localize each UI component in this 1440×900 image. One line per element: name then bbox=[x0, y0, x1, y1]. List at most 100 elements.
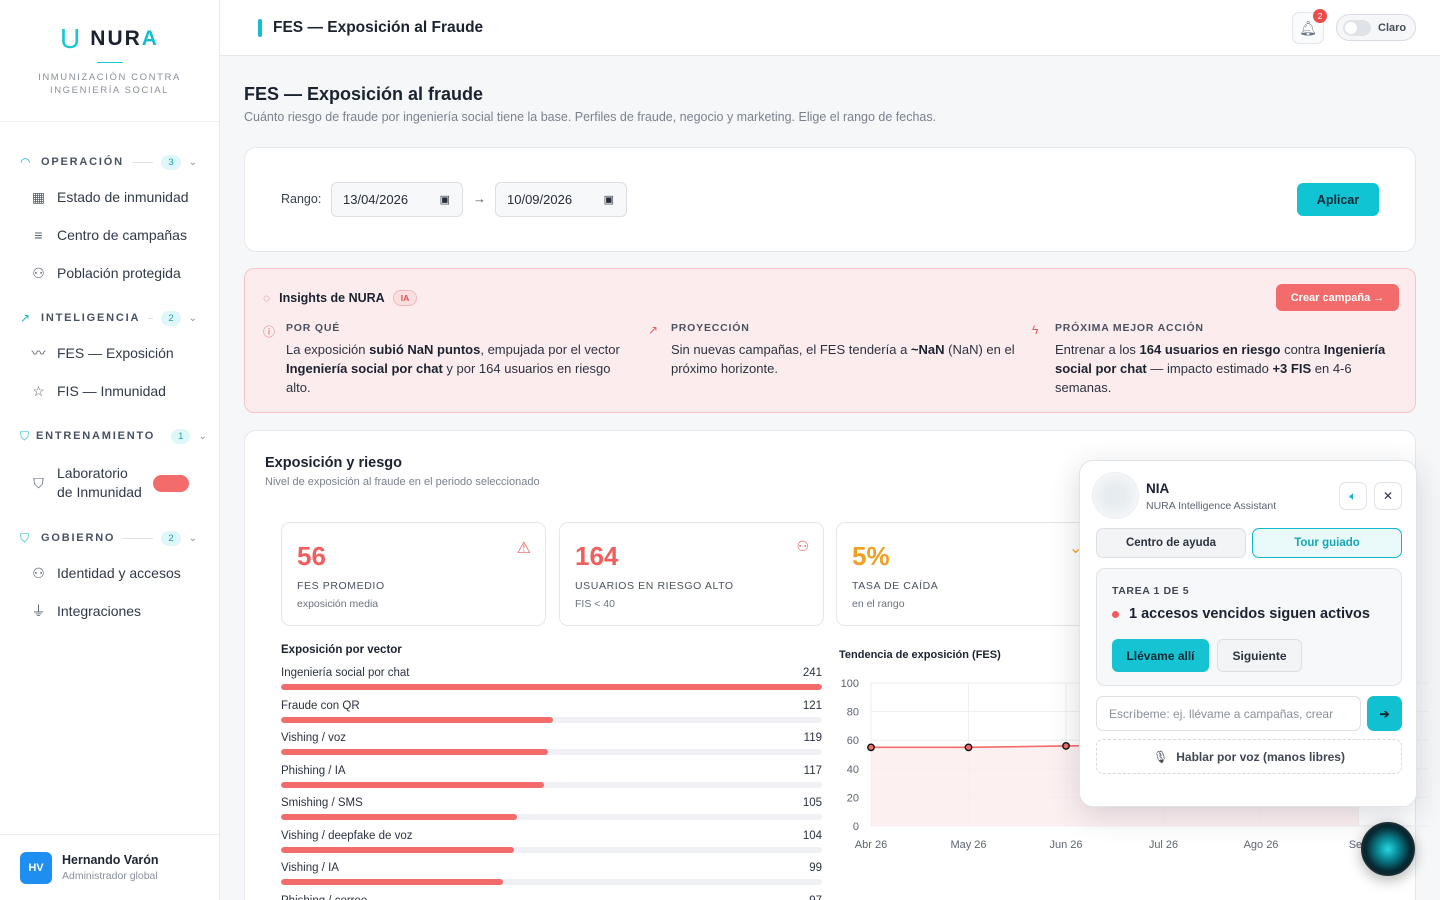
y-tick-label: 60 bbox=[847, 735, 859, 747]
kpi-sub: exposición media bbox=[297, 598, 379, 610]
chevron-down-icon[interactable]: ⌄ bbox=[188, 312, 197, 324]
vector-bar-fill bbox=[281, 716, 553, 723]
sidebar-item-identidad[interactable]: ⚇ Identidad y accesos bbox=[20, 554, 197, 592]
nav-group-count: 2 bbox=[161, 310, 181, 326]
chevron-down-icon[interactable]: ⌄ bbox=[198, 430, 207, 442]
nav-group-header[interactable]: ⛉ GOBIERNO 2 ⌄ bbox=[20, 528, 197, 548]
chevron-down-icon[interactable]: ⌄ bbox=[188, 156, 197, 168]
vector-row: Smishing / SMS 105 bbox=[281, 797, 822, 820]
y-tick-label: 80 bbox=[847, 707, 859, 719]
lightning-icon: ϟ bbox=[1032, 323, 1039, 337]
vector-bar-fill bbox=[281, 749, 549, 755]
y-tick-label: 40 bbox=[847, 764, 859, 776]
kpi-value: 164 bbox=[575, 541, 619, 571]
sidebar-item-label: Estado de inmunidad bbox=[57, 189, 189, 205]
voice-button[interactable]: 🎙︎ Hablar por voz (manos libres) bbox=[1096, 739, 1402, 774]
nav-group-operacion: ◠ OPERACIÓN 3 ⌄ ▦ Estado de inmunidad ≡ Ce… bbox=[0, 152, 219, 292]
sidebar-item-poblacion[interactable]: ⚇ Población protegida bbox=[20, 254, 197, 292]
sidebar: U NURA INMUNIZACIÓN CONTRA INGENIERÍA SO… bbox=[0, 0, 220, 900]
insight-why: ⓘ POR QUÉ La exposición subió NaN puntos… bbox=[263, 322, 636, 397]
sidebar-item-fis[interactable]: ☆ FIS — Inmunidad bbox=[20, 372, 197, 410]
user-profile[interactable]: HV Hernando Varón Administrador global bbox=[0, 834, 219, 900]
title-accent bbox=[258, 18, 262, 37]
sidebar-item-estado-inmunidad[interactable]: ▦ Estado de inmunidad bbox=[20, 178, 197, 216]
divider bbox=[123, 537, 154, 539]
avatar: HV bbox=[20, 851, 52, 884]
nav-group-header[interactable]: ◠ OPERACIÓN 3 ⌄ bbox=[20, 152, 197, 172]
kpi-usuarios-riesgo: 164 USUARIOS EN RIESGO ALTO FIS < 40 ⚇ bbox=[559, 522, 824, 626]
logo-mark-icon: U bbox=[60, 23, 81, 54]
vector-count: 119 bbox=[803, 732, 822, 744]
brand-logo[interactable]: U NURA INMUNIZACIÓN CONTRA INGENIERÍA SO… bbox=[0, 0, 219, 122]
microphone-icon: 🎙︎ bbox=[1153, 749, 1169, 764]
theme-label: Claro bbox=[1378, 21, 1407, 34]
speaker-button[interactable]: 🔈︎ bbox=[1339, 482, 1367, 510]
vector-bar bbox=[281, 684, 822, 690]
date-value: 10/09/2026 bbox=[507, 192, 573, 207]
vector-count: 117 bbox=[803, 764, 822, 777]
take-me-there-button[interactable]: Llévame allí bbox=[1112, 639, 1209, 672]
theme-toggle[interactable]: Claro bbox=[1336, 14, 1416, 41]
section-title: Exposición y riesgo bbox=[265, 455, 402, 471]
vector-bar-fill bbox=[281, 781, 544, 788]
nav-group-title: GOBIERNO bbox=[41, 532, 116, 544]
filter-icon: ≡ bbox=[34, 227, 43, 243]
vector-bar bbox=[281, 814, 822, 820]
vector-name: Vishing / deepfake de voz bbox=[281, 829, 413, 842]
section-subtitle: Nivel de exposición al fraude en el peri… bbox=[265, 476, 540, 488]
create-campaign-button[interactable]: Crear campaña → bbox=[1276, 284, 1399, 311]
sidebar-item-label: Población protegida bbox=[57, 265, 181, 281]
kpi-label: USUARIOS EN RIESGO ALTO bbox=[575, 580, 734, 592]
vector-count: 105 bbox=[802, 797, 822, 809]
next-button[interactable]: Siguiente bbox=[1217, 639, 1302, 672]
notifications-button[interactable]: 🔔︎ 2 bbox=[1292, 9, 1327, 44]
vector-row: Ingeniería social por chat 241 bbox=[281, 667, 822, 690]
calendar-icon[interactable]: ▣ bbox=[439, 194, 450, 206]
ai-badge: IA bbox=[392, 290, 418, 306]
calendar-icon[interactable]: ▣ bbox=[603, 194, 614, 206]
nav-group-header[interactable]: ↗ INTELIGENCIA 2 ⌄ bbox=[20, 308, 197, 328]
kpi-tasa-caida: 5% TASA DE CAÍDA en el rango ⌄ bbox=[836, 522, 1106, 626]
nav-group-title: OPERACIÓN bbox=[41, 156, 124, 168]
tab-help-center[interactable]: Centro de ayuda bbox=[1096, 528, 1246, 558]
apply-button[interactable]: Aplicar bbox=[1297, 183, 1379, 216]
tab-guided-tour[interactable]: Tour guiado bbox=[1252, 528, 1402, 558]
close-icon: ✕ bbox=[1382, 489, 1394, 503]
vector-count: 99 bbox=[809, 862, 822, 874]
y-tick-label: 20 bbox=[847, 792, 859, 804]
send-button[interactable]: ➔ bbox=[1367, 696, 1402, 731]
divider bbox=[131, 161, 154, 163]
brand-name: NURA bbox=[90, 27, 159, 50]
sidebar-item-fes[interactable]: 〰 FES — Exposición bbox=[20, 334, 197, 372]
vector-name: Smishing / SMS bbox=[281, 797, 363, 809]
kpi-fes-promedio: 56 FES PROMEDIO exposición media ⚠︎ bbox=[281, 522, 546, 626]
task-card: TAREA 1 DE 5 1 accesos vencidos siguen a… bbox=[1096, 568, 1402, 686]
page-title: FES — Exposición al fraude bbox=[244, 84, 484, 104]
assistant-orb-button[interactable] bbox=[1361, 822, 1415, 876]
x-tick-label: Abr 26 bbox=[855, 839, 887, 851]
logo-divider bbox=[96, 62, 123, 63]
shield-icon: ⛉ bbox=[20, 530, 30, 545]
task-label: TAREA 1 DE 5 bbox=[1112, 585, 1190, 597]
chevron-down-icon[interactable]: ⌄ bbox=[188, 532, 197, 544]
shield-icon: ⛉ bbox=[33, 474, 44, 491]
sidebar-item-centro-campanas[interactable]: ≡ Centro de campañas bbox=[20, 216, 197, 254]
range-label: Rango: bbox=[281, 192, 322, 206]
date-from-input[interactable]: 13/04/2026 ▣ bbox=[331, 182, 463, 217]
user-name: Hernando Varón bbox=[62, 853, 159, 867]
y-tick-label: 100 bbox=[841, 678, 859, 690]
nav-group-inteligencia: ↗ INTELIGENCIA 2 ⌄ 〰 FES — Exposición ☆ FI… bbox=[0, 308, 219, 410]
user-icon: ⚇ bbox=[32, 264, 45, 281]
vector-bar bbox=[281, 716, 822, 723]
gauge-icon: ◠ bbox=[20, 155, 31, 169]
date-to-input[interactable]: 10/09/2026 ▣ bbox=[495, 182, 627, 217]
divider bbox=[148, 317, 154, 319]
sidebar-item-integraciones[interactable]: ⏚ Integraciones bbox=[20, 592, 197, 630]
assistant-message-input[interactable]: Escríbeme: ej. llévame a campañas, crear bbox=[1096, 696, 1361, 731]
close-button[interactable]: ✕ bbox=[1374, 482, 1402, 510]
lightbulb-icon: ◌ bbox=[263, 291, 271, 305]
assistant-avatar bbox=[1092, 472, 1139, 519]
sidebar-item-laboratorio[interactable]: ⛉ Laboratorio de Inmunidad bbox=[20, 458, 197, 508]
topbar-title: FES — Exposición al Fraude bbox=[273, 18, 484, 36]
nav-group-header[interactable]: ⛉ ENTRENAMIENTO 1 ⌄ bbox=[20, 426, 207, 446]
